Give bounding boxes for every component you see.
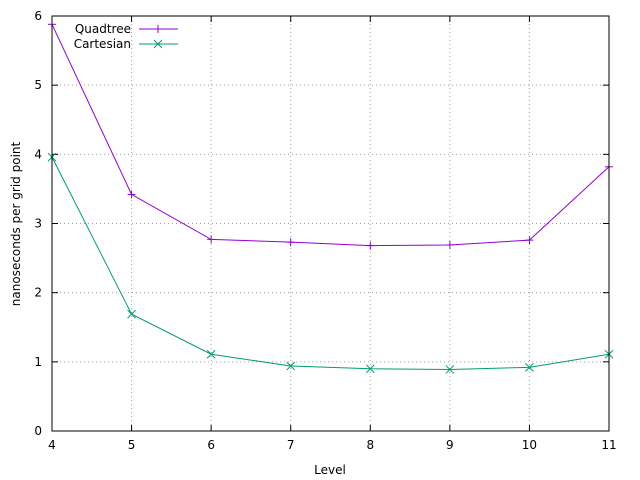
series-line-quadtree (51, 24, 610, 247)
y-axis-label: nanoseconds per grid point (9, 141, 23, 306)
x-tick-label: 11 (601, 438, 616, 452)
data-point-cartesian (127, 309, 136, 319)
axis-ticks (51, 15, 610, 432)
legend-marker-quadtree (154, 25, 162, 33)
y-tick-label: 4 (34, 147, 42, 161)
x-tick-label: 6 (207, 438, 215, 452)
x-tick-label: 8 (366, 438, 374, 452)
data-point-cartesian (206, 349, 216, 359)
data-point-cartesian (365, 364, 375, 374)
y-tick-label: 0 (34, 424, 42, 438)
data-point-quadtree (366, 241, 375, 250)
y-tick-label: 1 (34, 355, 42, 369)
x-tick-label: 9 (446, 438, 454, 452)
data-point-quadtree (445, 240, 454, 249)
data-point-quadtree (525, 236, 534, 245)
y-tick-label: 2 (34, 286, 42, 300)
x-tick-label: 7 (287, 438, 295, 452)
tick-labels: 4 5 6 7 8 9 10 11 0 1 2 3 4 5 6 (34, 9, 616, 452)
x-tick-label: 10 (522, 438, 537, 452)
legend-label-cartesian: Cartesian (74, 37, 131, 51)
y-tick-label: 3 (34, 217, 42, 231)
data-point-cartesian (445, 365, 455, 374)
legend-label-quadtree: Quadtree (75, 22, 131, 36)
legend-marker-cartesian (153, 39, 163, 49)
grid-lines (52, 16, 609, 431)
x-axis-label: Level (314, 463, 346, 477)
data-point-quadtree (207, 235, 216, 244)
x-tick-label: 4 (48, 438, 56, 452)
series-group (47, 20, 614, 374)
data-point-quadtree (127, 190, 136, 199)
series-line-cartesian (51, 156, 610, 370)
y-tick-label: 5 (34, 78, 42, 92)
data-point-cartesian (525, 363, 534, 372)
y-tick-label: 6 (34, 9, 42, 23)
data-point-cartesian (286, 361, 296, 371)
x-tick-label: 5 (128, 438, 136, 452)
plot-frame (51, 15, 610, 432)
data-point-quadtree (286, 238, 295, 247)
